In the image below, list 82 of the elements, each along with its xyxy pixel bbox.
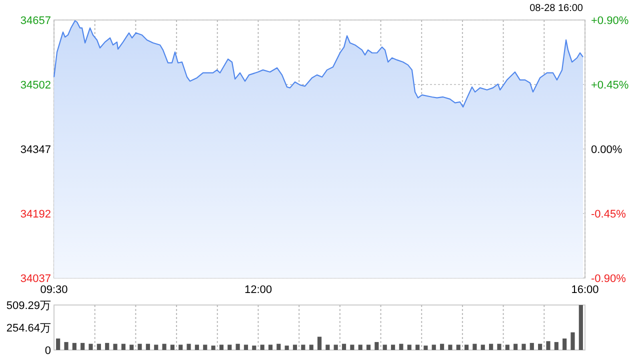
bar bbox=[64, 342, 68, 350]
bar bbox=[432, 344, 436, 350]
bar bbox=[113, 344, 118, 350]
bar bbox=[480, 344, 485, 350]
bar bbox=[505, 344, 510, 350]
bar bbox=[464, 344, 469, 350]
text: 08-28 16:00 bbox=[530, 3, 584, 14]
y-tick-label: 34657 bbox=[20, 15, 51, 27]
bar bbox=[154, 344, 158, 350]
bar bbox=[497, 344, 502, 350]
bar bbox=[562, 338, 567, 350]
bar bbox=[554, 342, 558, 350]
bar bbox=[121, 344, 126, 350]
y-tick-label: 34502 bbox=[20, 80, 51, 92]
bar bbox=[194, 344, 200, 350]
bar bbox=[219, 344, 224, 350]
bar bbox=[415, 344, 420, 350]
bar bbox=[72, 342, 76, 350]
y2-tick-label: -0.90% bbox=[591, 273, 626, 285]
bar bbox=[228, 344, 232, 350]
bar bbox=[570, 332, 575, 350]
bar bbox=[203, 344, 208, 350]
y2-tick-label: +0.90% bbox=[591, 15, 629, 27]
bar bbox=[146, 344, 150, 350]
y-tick-label: 509.29万 bbox=[6, 300, 51, 312]
bar bbox=[301, 344, 306, 350]
bar bbox=[252, 346, 256, 350]
bar bbox=[334, 344, 338, 350]
bar bbox=[358, 344, 362, 350]
bar bbox=[268, 344, 273, 350]
bar bbox=[530, 342, 534, 350]
bar bbox=[138, 344, 142, 350]
bar bbox=[211, 346, 216, 350]
bar bbox=[284, 346, 289, 350]
y-tick-label: 34347 bbox=[20, 144, 51, 156]
y2-tick-label: +0.45% bbox=[591, 80, 629, 92]
bar bbox=[178, 344, 183, 350]
bar bbox=[399, 344, 404, 350]
bar bbox=[374, 342, 379, 350]
bar bbox=[96, 344, 101, 350]
bar bbox=[407, 344, 412, 350]
bar bbox=[448, 344, 452, 350]
bar bbox=[366, 344, 371, 350]
bar bbox=[546, 341, 550, 350]
bar bbox=[105, 342, 110, 350]
bar bbox=[276, 344, 281, 350]
bar bbox=[56, 338, 60, 350]
bar bbox=[326, 344, 330, 350]
bar bbox=[260, 344, 264, 350]
bar bbox=[186, 344, 191, 350]
x-tick-label: 12:00 bbox=[244, 284, 272, 296]
bar bbox=[244, 344, 248, 350]
bar bbox=[292, 344, 298, 350]
bar bbox=[514, 344, 518, 350]
bar bbox=[309, 344, 314, 350]
bar bbox=[440, 344, 444, 350]
bar bbox=[578, 305, 583, 350]
bar bbox=[390, 344, 396, 350]
bar bbox=[88, 344, 93, 350]
y-tick-label: 254.64万 bbox=[6, 322, 51, 334]
bar bbox=[80, 342, 85, 350]
y2-tick-label: 0.00% bbox=[591, 144, 622, 156]
bar bbox=[350, 344, 354, 350]
bar bbox=[317, 336, 322, 350]
bar bbox=[236, 344, 240, 350]
y-tick-label: 0 bbox=[44, 345, 51, 357]
bar bbox=[424, 346, 428, 350]
bar bbox=[130, 344, 134, 350]
bar bbox=[382, 344, 387, 350]
bar bbox=[342, 344, 346, 350]
bar bbox=[456, 344, 460, 350]
x-tick-label: 16:00 bbox=[571, 284, 599, 296]
y-tick-label: 34192 bbox=[20, 208, 51, 220]
bar bbox=[162, 344, 166, 350]
bar bbox=[489, 344, 494, 350]
y-tick-label: 34037 bbox=[20, 273, 51, 285]
bar bbox=[170, 344, 174, 350]
bar bbox=[538, 344, 542, 350]
y2-tick-label: -0.45% bbox=[591, 208, 626, 220]
bar bbox=[522, 344, 526, 350]
bar bbox=[472, 344, 477, 350]
x-tick-label: 09:30 bbox=[40, 284, 68, 296]
